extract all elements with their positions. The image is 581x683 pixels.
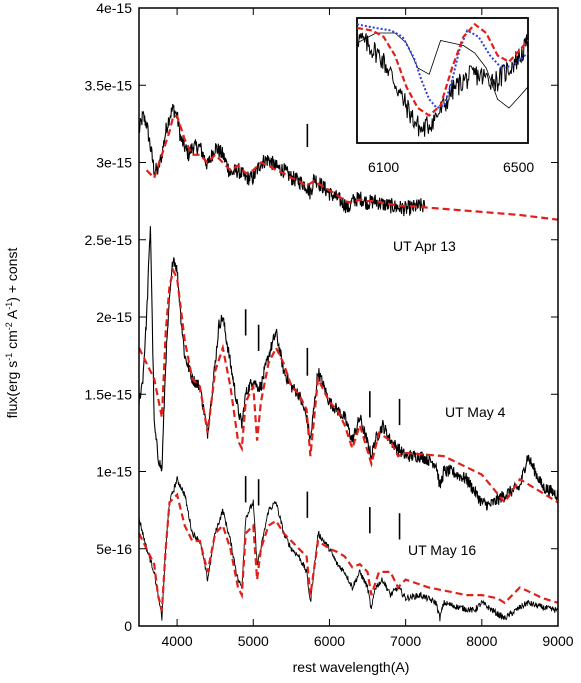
y-tick-label-0: 0 — [124, 618, 132, 634]
y-tick-label-1: 5e-16 — [96, 541, 132, 557]
inset-line-1 — [356, 32, 529, 109]
inset-line-3 — [356, 22, 529, 117]
y-tick-label-3: 1.5e-15 — [85, 386, 133, 402]
y-tick-label-6: 3e-15 — [96, 155, 132, 171]
inset-line-0 — [356, 32, 529, 137]
y-tick-label-4: 2e-15 — [96, 309, 132, 325]
x-tick-label-9000: 9000 — [542, 633, 573, 649]
model-spectrum-line-3 — [138, 267, 559, 505]
inset-tick-label-6500: 6500 — [503, 159, 534, 175]
model-spectrum-line-5 — [138, 492, 559, 611]
model-spectrum-line-1 — [145, 115, 559, 221]
label-ut-apr13: UT Apr 13 — [393, 238, 456, 254]
plot-area — [138, 103, 559, 622]
label-ut-may16: UT May 16 — [408, 542, 476, 558]
x-tick-label-7000: 7000 — [390, 633, 421, 649]
x-tick-label-5000: 5000 — [238, 633, 269, 649]
inset-tick-label-6100: 6100 — [368, 159, 399, 175]
x-tick-label-4000: 4000 — [162, 633, 193, 649]
inset-panel: 6100 6500 — [356, 17, 534, 175]
y-axis-label: flux(erg s-1 cm-2 A-1) + const — [4, 248, 20, 419]
y-tick-label-5: 2.5e-15 — [85, 232, 133, 248]
observed-spectrum-line-2 — [138, 226, 559, 511]
x-axis-label: rest wavelength(A) — [293, 659, 410, 675]
label-ut-may4: UT May 4 — [445, 404, 506, 420]
y-tick-label-7: 3.5e-15 — [85, 77, 133, 93]
observed-spectrum-line-4 — [138, 476, 559, 622]
y-tick-label-2: 1e-15 — [96, 464, 132, 480]
x-tick-label-8000: 8000 — [466, 633, 497, 649]
axes: 4000 5000 6000 7000 8000 9000 0 5e-16 1e-15 1.5e-… — [85, 0, 574, 649]
y-tick-label-8: 4e-15 — [96, 0, 132, 16]
x-tick-label-6000: 6000 — [314, 633, 345, 649]
